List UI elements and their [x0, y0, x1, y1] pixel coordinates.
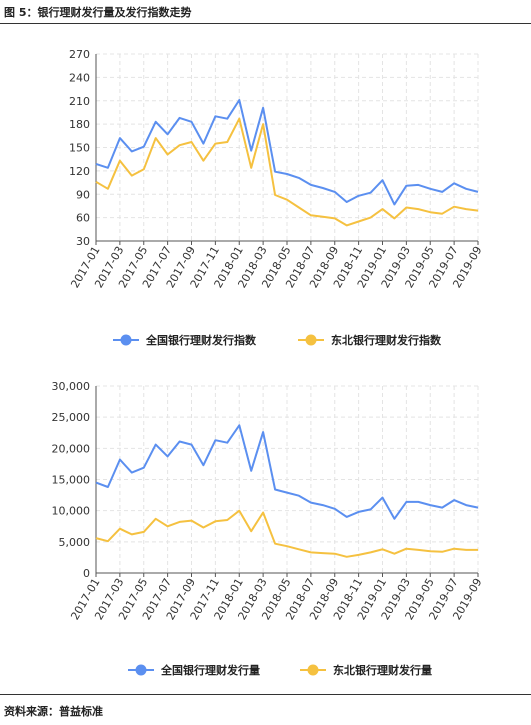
legend-marker — [135, 664, 147, 676]
legend-label: 东北银行理财发行指数 — [331, 333, 442, 347]
y-tick-label: 30,000 — [52, 380, 91, 393]
legend-item-0: 全国银行理财发行指数 — [113, 333, 257, 347]
legend-marker — [305, 334, 317, 346]
y-tick-label: 5,000 — [59, 536, 91, 549]
y-tick-label: 25,000 — [52, 411, 91, 424]
figure-title: 图 5：银行理财发行量及发行指数走势 — [4, 6, 192, 19]
y-tick-label: 0 — [83, 567, 90, 580]
series-line-0 — [95, 99, 479, 206]
series-line-0 — [95, 424, 479, 520]
y-tick-label: 180 — [69, 118, 90, 131]
legend-marker — [307, 664, 319, 676]
y-tick-label: 90 — [76, 188, 90, 201]
legend-item-0: 全国银行理财发行量 — [128, 663, 260, 677]
y-tick-label: 15,000 — [52, 474, 91, 487]
legend-label: 全国银行理财发行指数 — [145, 333, 257, 347]
y-tick-label: 240 — [69, 71, 90, 84]
y-tick-label: 30 — [76, 235, 90, 248]
series-line-1 — [95, 509, 478, 558]
source-note: 资料来源：普益标准 — [4, 705, 103, 718]
series-line-1 — [95, 117, 479, 227]
bottom-rule — [0, 694, 531, 695]
y-tick-label: 20,000 — [52, 442, 91, 455]
y-tick-label: 120 — [69, 165, 90, 178]
y-tick-label: 150 — [69, 142, 90, 155]
legend-item-1: 东北银行理财发行指数 — [298, 333, 442, 347]
index-line-chart: 3060901201501802102402702017-012017-0320… — [68, 48, 484, 347]
legend-marker — [120, 334, 132, 346]
legend-label: 东北银行理财发行量 — [333, 663, 432, 677]
y-tick-label: 270 — [69, 48, 90, 61]
legend-item-1: 东北银行理财发行量 — [300, 663, 432, 677]
legend-label: 全国银行理财发行量 — [160, 663, 260, 677]
y-tick-label: 210 — [69, 95, 90, 108]
y-tick-label: 10,000 — [52, 505, 91, 518]
top-rule — [0, 23, 531, 24]
y-tick-label: 60 — [76, 212, 90, 225]
volume-line-chart: 05,00010,00015,00020,00025,00030,0002017… — [52, 380, 485, 677]
